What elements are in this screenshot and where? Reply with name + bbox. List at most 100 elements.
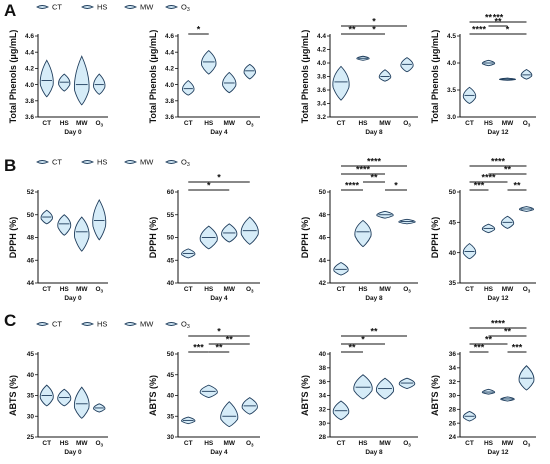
y-tick-label: 3.6	[165, 114, 174, 121]
x-tick-label: O3	[523, 440, 531, 448]
legend-swatch	[165, 322, 179, 326]
x-tick-label: O3	[95, 440, 103, 448]
y-tick-label: 4.4	[317, 33, 326, 40]
legend-swatch	[81, 160, 95, 164]
violin-mw	[73, 55, 90, 106]
legend-swatch	[36, 160, 50, 164]
x-tick-label: O3	[403, 440, 411, 448]
x-tick-label: HS	[484, 440, 494, 447]
y-axis-label: Total Phenols (μg/mL)	[430, 30, 440, 124]
legend-label: HS	[97, 3, 107, 12]
y-tick-label: 46	[27, 257, 35, 264]
legend-label: CT	[52, 3, 62, 12]
significance-label: ***	[493, 13, 504, 23]
significance-label: **	[494, 17, 502, 27]
legend-swatch	[36, 5, 50, 9]
y-tick-label: 4.6	[25, 33, 34, 40]
x-tick-label: O3	[246, 286, 254, 294]
x-tick-label: MW	[76, 120, 88, 127]
x-tick-label: O3	[403, 286, 411, 294]
legend-label: MW	[140, 320, 154, 329]
y-tick-label: 44	[27, 280, 35, 287]
x-tick-label: HS	[60, 440, 70, 447]
y-tick-label: 52	[27, 189, 35, 196]
legend-item: HS	[81, 320, 107, 329]
violin-mw	[73, 386, 90, 419]
x-axis-label: Day 12	[488, 449, 509, 456]
significance-label: **	[370, 327, 378, 337]
y-tick-label: 55	[167, 212, 175, 219]
legend-swatch	[81, 5, 95, 9]
significance-label: *	[207, 181, 211, 191]
x-axis-label: Day 12	[488, 295, 509, 302]
y-tick-label: 45	[167, 372, 175, 379]
x-tick-label: CT	[465, 286, 474, 293]
y-tick-label: 4.0	[25, 82, 34, 89]
y-axis-label: DPPH (%)	[300, 217, 310, 259]
legend-item: O3	[165, 158, 190, 168]
y-tick-label: 35	[449, 280, 457, 287]
violin-o3	[92, 199, 107, 241]
significance-label: **	[485, 335, 493, 345]
y-axis-label: ABTS (%)	[430, 375, 440, 416]
violin-chart: 3.6 3.8 4.0 4.2 4.4 4.6 Total Phenols (μg/mL) C…	[148, 25, 260, 136]
y-tick-label: 60	[167, 189, 175, 196]
y-tick-label: 34	[319, 393, 327, 400]
y-tick-label: 32	[449, 379, 457, 386]
legend-swatch	[36, 322, 50, 326]
legend-label: MW	[140, 3, 154, 12]
x-tick-label: HS	[204, 120, 214, 127]
legend-swatch	[165, 160, 179, 164]
significance-label: *	[372, 17, 376, 27]
x-tick-label: CT	[42, 440, 51, 447]
violin-o3	[520, 68, 533, 80]
legend-swatch	[124, 322, 138, 326]
y-tick-label: 34	[449, 365, 457, 372]
x-axis-label: Day 4	[210, 129, 228, 136]
x-tick-label: HS	[358, 286, 368, 293]
x-axis-label: Day 8	[365, 129, 383, 136]
x-tick-label: HS	[484, 120, 494, 127]
significance-label: *	[197, 25, 201, 35]
violin-mw	[73, 216, 90, 252]
violin-chart: 3.0 3.5 4.0 4.5 Total Phenols (μg/mL) CT HS MW O…	[430, 13, 536, 136]
significance-label: **	[370, 173, 378, 183]
y-tick-label: 50	[167, 351, 175, 358]
x-axis-label: Day 4	[210, 449, 228, 456]
x-axis-label: Day 0	[64, 295, 82, 302]
x-tick-label: CT	[337, 286, 346, 293]
significance-label: ****	[481, 173, 496, 183]
legend-item: HS	[81, 158, 107, 167]
y-tick-label: 30	[27, 413, 35, 420]
y-tick-label: 3.8	[317, 74, 326, 81]
y-tick-label: 32	[319, 407, 327, 414]
legend-item: MW	[124, 3, 154, 12]
legend-label: O3	[181, 320, 190, 331]
y-tick-label: 3.5	[447, 87, 456, 94]
violin-hs	[57, 214, 72, 236]
x-tick-label: CT	[465, 440, 474, 447]
x-tick-label: O3	[523, 286, 531, 294]
y-axis-label: ABTS (%)	[300, 375, 310, 416]
y-tick-label: 46	[319, 235, 327, 242]
x-tick-label: MW	[379, 120, 391, 127]
y-tick-label: 3.6	[317, 87, 326, 94]
significance-label: *	[361, 335, 365, 345]
significance-label: ****	[367, 157, 382, 167]
legend-label: CT	[52, 320, 62, 329]
x-tick-label: HS	[204, 286, 214, 293]
x-axis-label: Day 0	[64, 449, 82, 456]
y-tick-label: 4.4	[165, 49, 174, 56]
legend-label: HS	[97, 158, 107, 167]
y-tick-label: 28	[449, 407, 457, 414]
panel-letter-b: B	[4, 156, 16, 175]
y-tick-label: 3.8	[165, 98, 174, 105]
legend-label: MW	[140, 158, 154, 167]
y-tick-label: 44	[319, 257, 327, 264]
significance-label: *	[217, 327, 221, 337]
significance-label: ****	[345, 181, 360, 191]
legend-item: CT	[36, 3, 62, 12]
x-tick-label: MW	[379, 286, 391, 293]
